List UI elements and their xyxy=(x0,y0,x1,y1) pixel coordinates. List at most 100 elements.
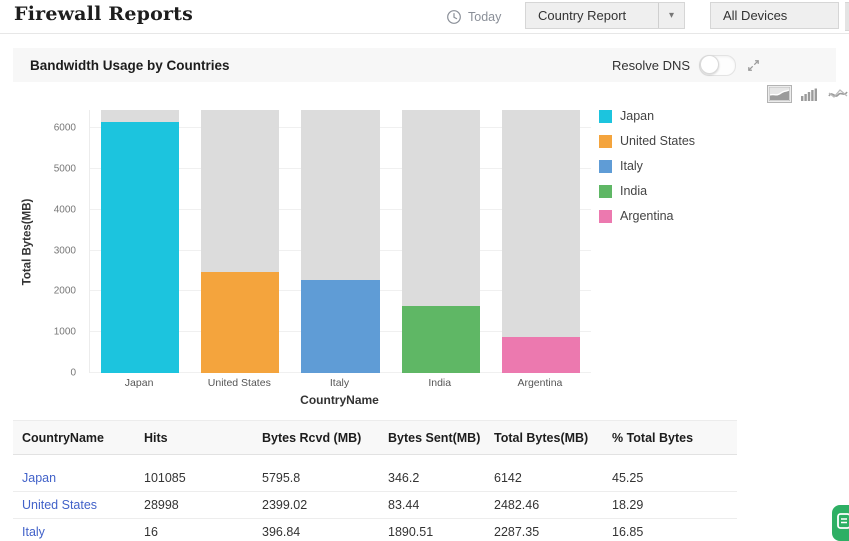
cell-hits: 101085 xyxy=(144,471,186,485)
bar-argentina[interactable] xyxy=(501,337,581,373)
cell-bytes-sent-mb-: 1890.51 xyxy=(388,525,434,539)
y-tick-3000: 3000 xyxy=(53,245,76,256)
y-tick-4000: 4000 xyxy=(53,204,76,216)
cell-bytes-rcvd-mb-: 396.84 xyxy=(262,525,301,539)
y-tick-1000: 1000 xyxy=(53,326,76,338)
table-row-united-states: United States 28998 2399.02 83.44 2482.46 18.… xyxy=(13,492,737,519)
legend-swatch-argentina xyxy=(599,209,612,223)
legend-swatch-italy xyxy=(599,159,612,173)
column-header-hits: Hits xyxy=(144,430,168,445)
bars-layer xyxy=(90,110,591,373)
chevron-down-icon[interactable]: ▾ xyxy=(658,3,684,28)
page-header: Firewall Reports Today Country Report ▾ … xyxy=(0,0,849,34)
cell-bytes-sent-mb-: 83.44 xyxy=(388,498,420,512)
chart-legend: Japan United States Italy India Argentina xyxy=(599,109,695,234)
bar-track-japan xyxy=(101,110,180,373)
table-row-japan: Japan 101085 5795.8 346.2 6142 45.25 xyxy=(13,465,737,492)
widget-title: Bandwidth Usage by Countries xyxy=(30,57,230,73)
x-label-japan: Japan xyxy=(124,377,154,389)
chart-type-line-button[interactable] xyxy=(827,86,849,102)
column-header-countryname: CountryName xyxy=(22,430,104,445)
y-axis-title-text: Total Bytes(MB) xyxy=(21,198,33,285)
x-label-argentina: Argentina xyxy=(517,377,563,389)
cell-bytes-sent-mb-: 346.2 xyxy=(388,471,420,485)
column-header-total-bytes-mb-: Total Bytes(MB) xyxy=(494,430,589,445)
x-label-italy: Italy xyxy=(329,377,350,389)
cell--total-bytes: 18.29 xyxy=(612,498,644,512)
cell-hits: 28998 xyxy=(144,498,179,512)
y-tick-5000: 5000 xyxy=(53,163,76,175)
resolve-dns-toggle[interactable] xyxy=(699,54,737,76)
x-label-united-states: United States xyxy=(207,377,271,389)
clock-icon xyxy=(446,9,462,25)
today-button[interactable]: Today xyxy=(446,0,501,33)
bar-japan[interactable] xyxy=(101,122,180,373)
x-label-india: India xyxy=(428,377,452,389)
bar-italy[interactable] xyxy=(301,279,380,373)
bandwidth-widget-header: Bandwidth Usage by Countries Resolve DNS xyxy=(13,48,836,82)
expand-icon xyxy=(748,59,759,71)
legend-item-india[interactable]: India xyxy=(599,184,695,198)
report-type-value: Country Report xyxy=(538,8,627,23)
legend-item-argentina[interactable]: Argentina xyxy=(599,209,695,223)
toggle-knob xyxy=(700,54,720,74)
bar-track-italy xyxy=(301,110,380,373)
country-link[interactable]: United States xyxy=(22,498,98,512)
legend-label: United States xyxy=(620,134,696,148)
bar-track-argentina xyxy=(501,110,581,373)
chat-widget-button[interactable] xyxy=(832,505,849,541)
table-row-italy: Italy 16 396.84 1890.51 2287.35 16.85 xyxy=(13,519,737,541)
chart-type-switcher xyxy=(767,85,849,103)
legend-label: Japan xyxy=(620,109,655,123)
cell-bytes-rcvd-mb-: 5795.8 xyxy=(262,471,301,485)
area-chart-icon xyxy=(769,87,790,101)
y-axis-title: Total Bytes(MB) xyxy=(18,110,36,373)
report-type-select[interactable]: Country Report ▾ xyxy=(525,2,685,29)
legend-label: Italy xyxy=(620,159,643,173)
chart-type-bar-button[interactable] xyxy=(799,86,819,102)
legend-label: India xyxy=(620,184,648,198)
device-select-arrow-partial[interactable] xyxy=(845,2,849,31)
table-body: Japan 101085 5795.8 346.2 6142 45.25 United St… xyxy=(13,455,737,541)
plot-area xyxy=(89,110,591,373)
cell-total-bytes-mb-: 2287.35 xyxy=(494,525,540,539)
device-select-value: All Devices xyxy=(723,8,788,23)
bar-chart-icon xyxy=(800,87,818,101)
bar-track-united-states xyxy=(201,110,280,373)
y-tick-6000: 6000 xyxy=(53,122,76,134)
column-header--total-bytes: % Total Bytes xyxy=(612,430,694,445)
y-tick-2000: 2000 xyxy=(53,285,76,297)
cell--total-bytes: 45.25 xyxy=(612,471,644,485)
legend-item-japan[interactable]: Japan xyxy=(599,109,695,123)
legend-item-united-states[interactable]: United States xyxy=(599,134,695,148)
device-select[interactable]: All Devices xyxy=(710,2,839,29)
legend-swatch-india xyxy=(599,184,612,198)
legend-swatch-japan xyxy=(599,109,612,123)
country-link[interactable]: Japan xyxy=(22,471,57,485)
column-header-bytes-rcvd-mb-: Bytes Rcvd (MB) xyxy=(262,430,362,445)
expand-widget-button[interactable] xyxy=(748,59,759,71)
cell--total-bytes: 16.85 xyxy=(612,525,644,539)
legend-swatch-united-states xyxy=(599,134,612,148)
x-axis-title: CountryName xyxy=(300,393,379,407)
today-label: Today xyxy=(468,9,502,24)
bar-india[interactable] xyxy=(401,306,480,373)
resolve-dns-group: Resolve DNS xyxy=(612,48,759,82)
bar-track-india xyxy=(401,110,480,373)
country-report-table: CountryName Hits Bytes Rcvd (MB) Bytes Sent… xyxy=(13,420,737,541)
cell-total-bytes-mb-: 6142 xyxy=(494,471,522,485)
cell-total-bytes-mb-: 2482.46 xyxy=(494,498,540,512)
cell-bytes-rcvd-mb-: 2399.02 xyxy=(262,498,308,512)
cell-hits: 16 xyxy=(144,525,158,539)
bar-united-states[interactable] xyxy=(201,271,280,373)
column-header-bytes-sent-mb-: Bytes Sent(MB) xyxy=(388,430,481,445)
legend-label: Argentina xyxy=(620,209,674,223)
country-link[interactable]: Italy xyxy=(22,525,45,539)
table-header-row: CountryName Hits Bytes Rcvd (MB) Bytes Sent… xyxy=(13,420,737,455)
y-axis-ticks: 0 1000 2000 3000 4000 5000 6000 xyxy=(40,110,80,378)
legend-item-italy[interactable]: Italy xyxy=(599,159,695,173)
x-axis-labels: Japan United States Italy India Argentina xyxy=(89,377,590,389)
y-tick-0: 0 xyxy=(70,367,76,379)
chart-type-area-button[interactable] xyxy=(767,85,792,103)
